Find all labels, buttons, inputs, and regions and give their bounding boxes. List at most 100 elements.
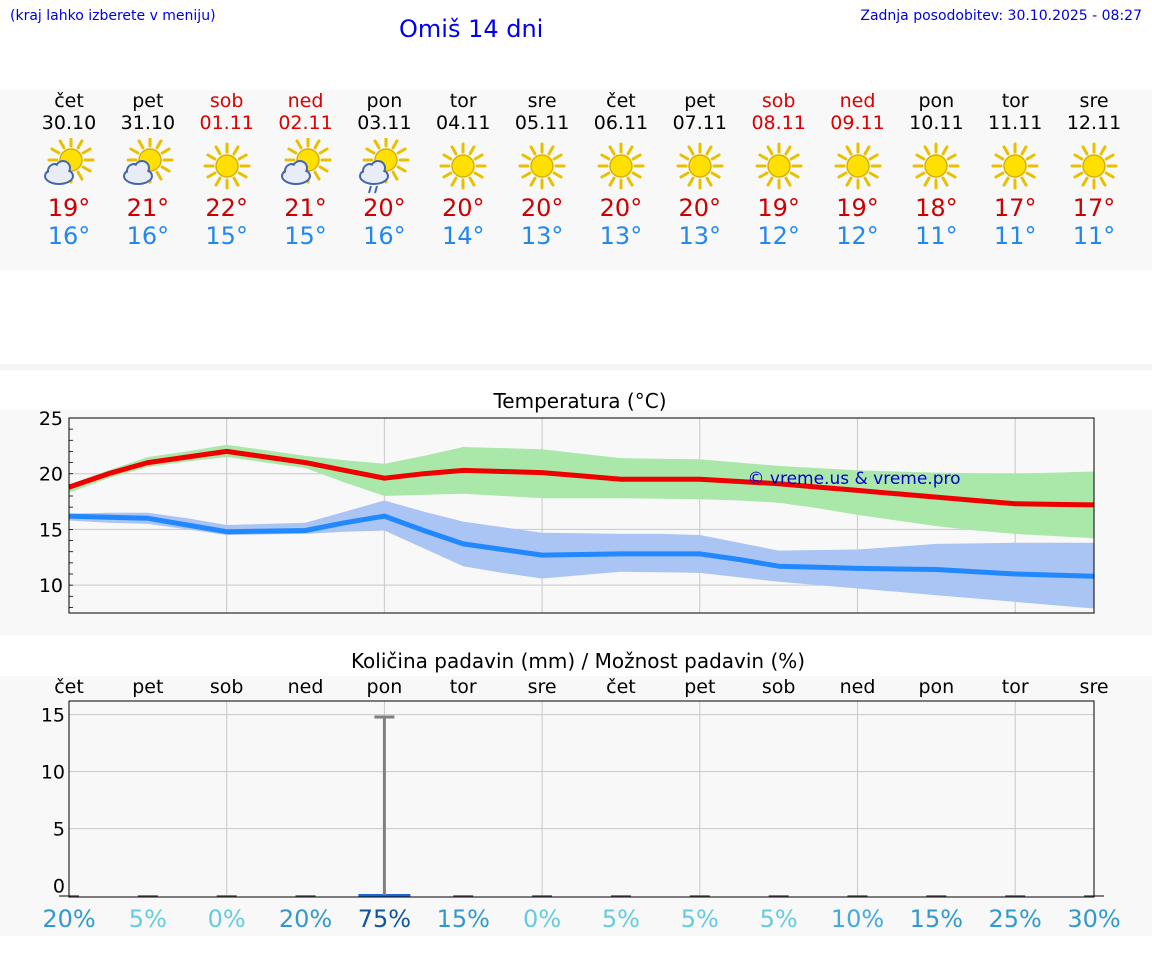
day-axis-label: sre <box>528 676 557 698</box>
sun-icon <box>514 138 570 194</box>
day-forecast: pet 07.11 20° 13° <box>660 90 739 250</box>
day-date: 04.11 <box>436 112 491 134</box>
max-temperature: 19° <box>836 194 879 222</box>
day-forecast: pon 10.11 18° 11° <box>897 90 976 250</box>
day-forecast: sob 08.11 19° 12° <box>739 90 818 250</box>
precipitation-probability: 75% <box>358 905 411 933</box>
day-date: 07.11 <box>672 112 727 134</box>
day-forecast: ned 09.11 19° 12° <box>818 90 897 250</box>
sun-icon <box>1066 138 1122 194</box>
day-name: tor <box>1001 90 1029 112</box>
day-axis-label: pon <box>367 676 403 698</box>
max-temperature: 18° <box>915 194 958 222</box>
day-forecast: tor 04.11 20° 14° <box>424 90 503 250</box>
sun-icon <box>593 138 649 194</box>
y-tick-label: 25 <box>39 408 63 430</box>
day-axis-label: ned <box>288 676 324 698</box>
day-forecast: pon 03.11 20° 16° <box>345 90 424 250</box>
sun-icon <box>830 138 886 194</box>
sun-icon <box>672 138 728 194</box>
y-tick-label: 5 <box>53 819 65 841</box>
day-date: 09.11 <box>830 112 885 134</box>
precipitation-probability: 5% <box>760 905 798 933</box>
min-temperature: 11° <box>1072 222 1116 250</box>
day-forecast: pet 31.10 21° 16° <box>108 90 187 250</box>
sun-cloud-icon <box>120 136 176 194</box>
day-name: ned <box>287 90 324 112</box>
last-updated: Zadnja posodobitev: 30.10.2025 - 08:27 <box>860 8 1142 24</box>
day-name: pon <box>918 90 955 112</box>
y-tick-label: 10 <box>39 575 63 597</box>
day-axis-label: čet <box>54 676 84 698</box>
precipitation-probability: 20% <box>42 905 95 933</box>
day-name: pet <box>132 90 164 112</box>
max-temperature: 20° <box>441 194 485 222</box>
min-temperature: 16° <box>47 222 91 250</box>
min-temperature: 14° <box>441 222 485 250</box>
precipitation-probability: 0% <box>523 905 561 933</box>
y-tick-label: 15 <box>39 519 63 541</box>
precipitation-probability: 25% <box>989 905 1042 933</box>
precipitation-probability: 10% <box>831 905 884 933</box>
max-temperature: 19° <box>757 194 800 222</box>
min-temperature: 12° <box>757 222 800 250</box>
page-title: Omiš 14 dni <box>399 15 544 43</box>
day-date: 03.11 <box>357 112 412 134</box>
min-temperature: 16° <box>126 222 170 250</box>
sun-cloud-icon <box>41 136 97 194</box>
day-axis-label: ned <box>840 676 876 698</box>
day-name: tor <box>449 90 477 112</box>
day-axis-label: sob <box>762 676 796 698</box>
day-forecast: ned 02.11 21° 15° <box>266 90 345 250</box>
max-temperature: 21° <box>284 194 327 222</box>
precipitation-probability: 20% <box>279 905 332 933</box>
precipitation-plot-area <box>69 701 1094 897</box>
max-temperature: 17° <box>993 194 1037 222</box>
precipitation-probability: 30% <box>1067 905 1120 933</box>
day-forecast: sob 01.11 22° 15° <box>187 90 266 250</box>
day-date: 06.11 <box>593 112 649 134</box>
precipitation-plot-frame <box>68 700 1095 898</box>
sun-cloud-icon <box>278 136 334 194</box>
max-temperature: 22° <box>205 194 248 222</box>
precipitation-probability: 15% <box>910 905 963 933</box>
day-name: sob <box>761 90 796 112</box>
day-date: 12.11 <box>1066 112 1122 134</box>
watermark: © vreme.us & vreme.pro <box>747 469 960 489</box>
max-temperature: 20° <box>520 194 564 222</box>
sun-icon <box>435 138 491 194</box>
min-temperature: 16° <box>363 222 406 250</box>
day-date: 10.11 <box>909 112 964 134</box>
precipitation-chart-title: Količina padavin (mm) / Možnost padavin … <box>351 649 805 673</box>
sun-icon <box>751 138 807 194</box>
precipitation-probability: 5% <box>602 905 640 933</box>
temperature-plot-frame <box>68 417 1095 614</box>
day-axis-label: sob <box>210 676 244 698</box>
max-temperature: 20° <box>363 194 406 222</box>
min-temperature: 15° <box>205 222 248 250</box>
y-tick-label: 20 <box>39 464 63 486</box>
day-date: 05.11 <box>514 112 570 134</box>
location-hint: (kraj lahko izberete v meniju) <box>10 8 216 24</box>
min-temperature: 13° <box>599 222 643 250</box>
min-temperature: 11° <box>993 222 1037 250</box>
day-axis-label: tor <box>1002 676 1029 698</box>
day-name: sre <box>1079 90 1109 112</box>
max-temperature-line <box>68 448 1095 508</box>
day-axis-label: tor <box>450 676 477 698</box>
max-temperature: 21° <box>126 194 170 222</box>
sun-icon <box>199 138 255 194</box>
sun-icon <box>987 138 1043 194</box>
y-tick-label: 0 <box>53 876 65 898</box>
max-temperature: 19° <box>47 194 91 222</box>
max-temperature: 20° <box>678 194 722 222</box>
day-name: sre <box>527 90 557 112</box>
min-temperature: 15° <box>284 222 327 250</box>
daily-forecast-strip: čet 30.10 19° 16° pet 31.10 21° 16° sob 01.11 22° 1… <box>0 90 1152 270</box>
day-name: pet <box>684 90 716 112</box>
max-temperature: 17° <box>1072 194 1116 222</box>
precipitation-probability: 5% <box>681 905 719 933</box>
min-temperature-line <box>68 513 1095 579</box>
y-tick-label: 15 <box>41 705 65 727</box>
